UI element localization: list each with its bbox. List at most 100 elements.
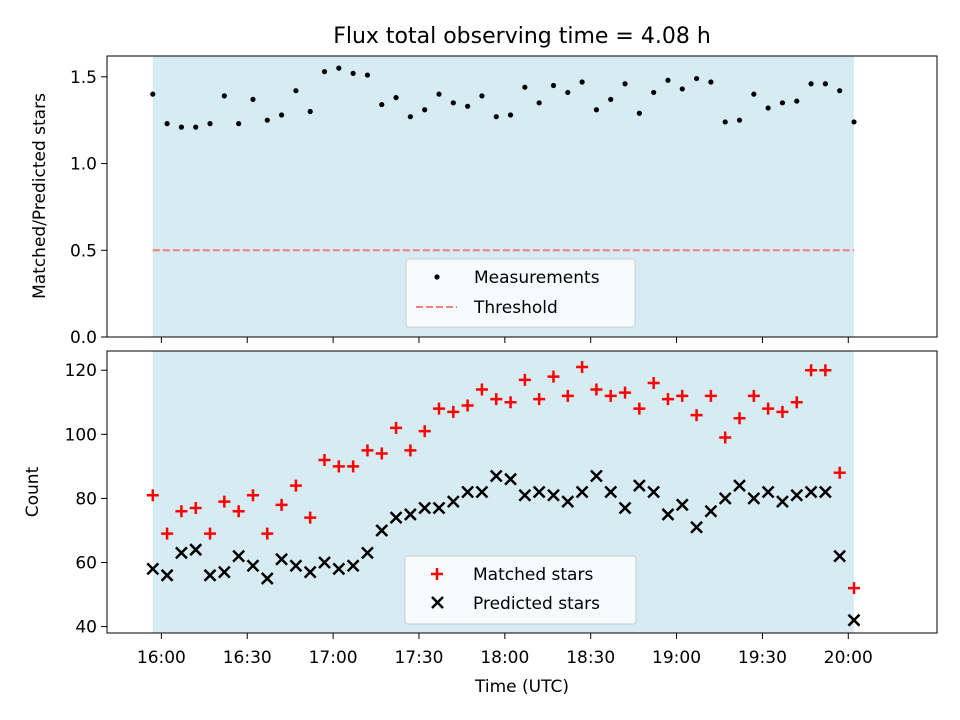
matched-star-point (304, 511, 317, 524)
measurement-point (665, 77, 671, 83)
legend-measurement-marker (434, 274, 440, 280)
predicted-star-point (203, 568, 217, 582)
matched-star-point (561, 389, 574, 402)
measurement-point (708, 79, 714, 85)
count-points (146, 361, 861, 627)
predicted-star-point (690, 520, 703, 534)
measurement-point (779, 100, 786, 106)
bottom-y-tick-label: 40 (75, 618, 97, 638)
x-tick-label: 18:30 (566, 648, 615, 668)
matched-star-point (833, 466, 846, 479)
matched-star-point (518, 373, 531, 386)
bottom-y-axis-label: Count (23, 466, 43, 517)
x-tick-label: 16:30 (223, 648, 272, 668)
predicted-star-point (275, 552, 288, 566)
bottom-x-axis: 16:00 16:30 17:00 17:30 18:00 18:30 19:00 19:30… (137, 633, 873, 668)
matched-star-point (189, 502, 202, 515)
predicted-star-point (561, 495, 575, 508)
x-tick-label: 20:00 (824, 648, 873, 668)
legend-matched-label: Matched stars (473, 565, 593, 585)
measurement-point (765, 105, 771, 111)
predicted-star-point (232, 549, 246, 563)
predicted-star-point (446, 495, 460, 508)
measurement-point (851, 119, 857, 125)
predicted-star-point (346, 559, 360, 573)
top-y-axis: 0.0 0.5 1.0 1.5 (70, 68, 107, 348)
x-tick-label: 17:00 (309, 648, 358, 668)
predicted-star-point (518, 488, 532, 502)
matched-star-point (647, 377, 660, 390)
matched-star-point (461, 399, 474, 412)
measurement-point (264, 117, 270, 123)
matched-star-point (475, 383, 488, 396)
measurement-point (350, 70, 356, 76)
top-y-tick-label: 1.5 (70, 68, 97, 88)
measurement-point (336, 65, 342, 71)
predicted-star-point (632, 479, 646, 492)
measurement-point (565, 89, 571, 96)
measurement-point (507, 112, 514, 118)
measurement-point (407, 114, 413, 120)
measurement-point (221, 93, 227, 99)
measurement-point (808, 81, 814, 87)
predicted-star-point (647, 485, 661, 499)
bottom-y-tick-label: 60 (75, 554, 97, 574)
predicted-star-point (675, 498, 689, 512)
predicted-star-point (833, 549, 847, 563)
matched-star-point (232, 505, 245, 518)
predicted-star-point (475, 485, 489, 499)
measurement-point (736, 117, 743, 123)
matched-star-point (676, 389, 689, 402)
measurement-point (321, 69, 328, 75)
top-y-axis-label: Matched/Predicted stars (30, 93, 50, 299)
matched-star-point (604, 389, 617, 402)
x-tick-label: 16:00 (137, 648, 186, 668)
measurement-point (450, 100, 456, 106)
measurement-point (550, 82, 557, 89)
predicted-star-point (418, 501, 432, 515)
matched-star-point (318, 453, 331, 466)
matched-star-point (719, 431, 732, 444)
matched-star-point (490, 393, 503, 406)
top-panel: 0.0 0.5 1.0 1.5 Matched/Predicted stars Mea… (30, 55, 938, 348)
matched-star-point (547, 370, 560, 383)
matched-star-point (433, 402, 445, 415)
matched-star-point (790, 396, 803, 409)
bottom-y-axis: 40 60 80 100 120 (65, 361, 107, 638)
bottom-legend: Matched stars Predicted stars (404, 555, 637, 625)
legend-threshold-label: Threshold (473, 298, 558, 318)
legend-matched-marker (431, 568, 443, 580)
measurement-point (722, 119, 728, 125)
matched-star-point (161, 527, 174, 540)
bottom-plot-frame (106, 350, 938, 634)
x-axis-label: Time (UTC) (474, 677, 569, 697)
top-legend: Measurements Threshold (405, 258, 636, 328)
bottom-y-tick-label: 120 (65, 361, 97, 381)
predicted-star-point (175, 546, 188, 560)
measurement-point (379, 101, 385, 108)
matched-star-point (175, 505, 188, 518)
predicted-star-point (604, 485, 618, 499)
legend-predicted-label: Predicted stars (473, 594, 600, 614)
matched-star-point (576, 361, 589, 374)
top-plot-frame (106, 55, 938, 338)
matched-star-point (418, 425, 431, 438)
matched-star-point (762, 402, 775, 415)
measurement-point (837, 88, 843, 94)
bottom-legend-box (404, 555, 637, 625)
bottom-y-tick-label: 100 (65, 425, 97, 445)
top-y-tick-label: 0.5 (70, 241, 97, 261)
predicted-star-point (790, 488, 804, 502)
measurement-point (579, 79, 585, 85)
chart-title: Flux total observing time = 4.08 h (333, 24, 711, 49)
predicted-star-point (403, 508, 417, 521)
predicted-star-point (375, 524, 389, 537)
x-tick-label: 17:30 (394, 648, 443, 668)
predicted-star-point (804, 485, 818, 499)
measurement-point (493, 114, 499, 120)
predicted-star-point (332, 562, 346, 576)
predicted-star-point (818, 485, 832, 499)
measurement-point (522, 84, 528, 90)
measurement-point (822, 81, 828, 87)
